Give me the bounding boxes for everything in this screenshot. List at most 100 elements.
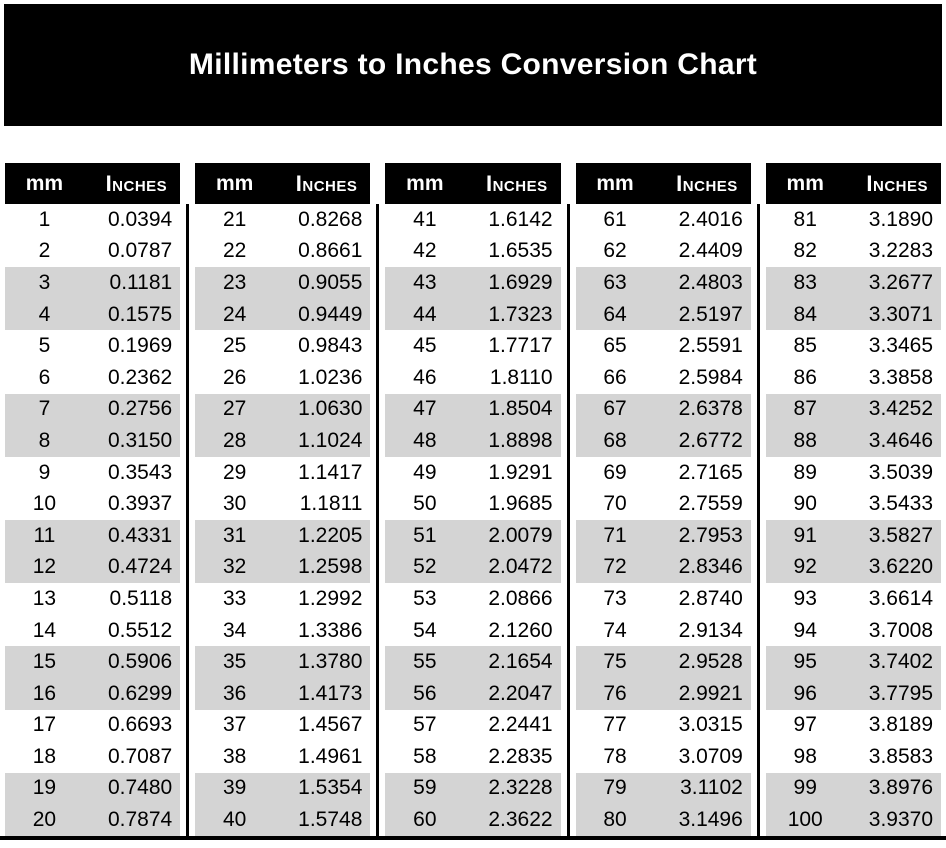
inches-value: 2.7165 xyxy=(678,460,743,484)
inches-value: 2.5197 xyxy=(678,302,743,326)
mm-value: 30 xyxy=(222,492,247,516)
mm-value: 54 xyxy=(413,618,437,642)
mm-value: 89 xyxy=(793,460,817,484)
mm-value: 53 xyxy=(413,586,437,610)
mm-value: 16 xyxy=(32,681,57,705)
inches-header: Inches xyxy=(676,170,738,196)
table-row: 77 3.0315 xyxy=(576,710,751,742)
table-row: 2 0.0787 xyxy=(5,236,180,268)
inches-value: 1.4961 xyxy=(298,744,363,768)
mm-value: 9 xyxy=(38,460,51,484)
mm-value: 10 xyxy=(32,492,57,516)
table-row: 23 0.9055 xyxy=(195,267,371,299)
column-body: 81 3.1890 82 3.2283 83 3.2677 84 3.3071 … xyxy=(765,204,942,836)
mm-value: 66 xyxy=(603,365,627,389)
inches-value: 0.7087 xyxy=(107,744,173,768)
mm-value: 38 xyxy=(222,744,247,768)
table-row: 85 3.3465 xyxy=(766,330,941,362)
inches-value: 0.8268 xyxy=(298,207,363,231)
table-row: 82 3.2283 xyxy=(766,236,941,268)
inches-value: 2.4803 xyxy=(678,270,743,294)
mm-value: 95 xyxy=(793,650,817,674)
table-row: 67 2.6378 xyxy=(575,393,751,426)
inches-value: 0.2362 xyxy=(107,365,173,389)
inches-value: 1.9685 xyxy=(488,492,553,516)
inches-value: 0.7874 xyxy=(107,808,173,832)
mm-value: 67 xyxy=(603,397,627,421)
table-row: 52 2.0472 xyxy=(385,551,561,584)
table-row: 81 3.1890 xyxy=(766,204,941,236)
table-row: 9 0.3543 xyxy=(5,457,180,489)
table-row: 31 1.2205 xyxy=(195,519,371,552)
table-row: 56 2.2047 xyxy=(385,677,561,710)
inches-value: 1.7323 xyxy=(488,302,553,326)
table-row: 59 2.3228 xyxy=(385,772,561,805)
table-row: 19 0.7480 xyxy=(5,772,181,805)
inches-value: 1.5748 xyxy=(298,808,363,832)
table-row: 30 1.1811 xyxy=(195,488,370,520)
mm-value: 69 xyxy=(603,460,627,484)
inches-header: Inches xyxy=(105,170,168,196)
table-row: 65 2.5591 xyxy=(576,330,751,362)
table-row: 18 0.7087 xyxy=(5,741,180,773)
mm-value: 36 xyxy=(222,681,247,705)
inches-value: 2.9134 xyxy=(678,618,743,642)
mm-value: 65 xyxy=(603,334,627,358)
inches-value: 1.2598 xyxy=(298,555,363,579)
mm-value: 93 xyxy=(793,586,817,610)
inches-value: 2.8740 xyxy=(678,586,743,610)
mm-value: 75 xyxy=(603,650,627,674)
table-row: 71 2.7953 xyxy=(575,519,751,552)
table-row: 84 3.3071 xyxy=(765,298,942,331)
inches-value: 2.0472 xyxy=(488,555,553,579)
table-row: 69 2.7165 xyxy=(576,457,751,489)
table-row: 94 3.7008 xyxy=(766,615,941,647)
mm-value: 83 xyxy=(793,270,817,294)
inches-value: 0.0394 xyxy=(107,207,173,231)
inches-value: 3.6220 xyxy=(868,555,933,579)
inches-value: 3.8976 xyxy=(868,776,933,800)
mm-value: 99 xyxy=(793,776,817,800)
mm-value: 29 xyxy=(222,460,247,484)
table-row: 40 1.5748 xyxy=(195,804,371,836)
mm-value: 45 xyxy=(413,334,437,358)
mm-value: 60 xyxy=(413,808,437,832)
mm-value: 77 xyxy=(603,713,627,737)
table-row: 60 2.3622 xyxy=(385,804,561,836)
inches-value: 3.7008 xyxy=(868,618,933,642)
table-row: 28 1.1024 xyxy=(195,425,371,457)
mm-value: 37 xyxy=(222,713,247,737)
table-row: 16 0.6299 xyxy=(5,677,181,710)
inches-value: 3.9370 xyxy=(868,808,933,832)
inches-header: Inches xyxy=(866,170,928,196)
inches-value: 1.8110 xyxy=(489,365,553,389)
mm-value: 98 xyxy=(793,744,817,768)
mm-value: 31 xyxy=(222,523,247,547)
table-row: 98 3.8583 xyxy=(766,741,941,773)
inches-value: 2.4409 xyxy=(678,239,743,263)
table-row: 88 3.4646 xyxy=(765,425,942,457)
table-row: 47 1.8504 xyxy=(385,393,561,426)
table-row: 51 2.0079 xyxy=(385,519,561,552)
mm-value: 44 xyxy=(413,302,437,326)
mm-value: 18 xyxy=(32,744,57,768)
mm-value: 24 xyxy=(222,302,247,326)
mm-value: 14 xyxy=(32,618,57,642)
inches-value: 3.3858 xyxy=(868,365,933,389)
table-row: 93 3.6614 xyxy=(766,583,941,615)
mm-value: 61 xyxy=(603,207,627,231)
mm-value: 47 xyxy=(413,397,437,421)
inches-value: 2.7559 xyxy=(678,492,743,516)
mm-value: 2 xyxy=(38,239,51,263)
inches-value: 2.1654 xyxy=(488,650,553,674)
inches-value: 2.5984 xyxy=(678,365,743,389)
mm-value: 5 xyxy=(38,334,51,358)
inches-value: 2.1260 xyxy=(488,618,553,642)
table-row: 87 3.4252 xyxy=(765,393,942,426)
inches-value: 2.2441 xyxy=(488,713,553,737)
column-body: 21 0.8268 22 0.8661 23 0.9055 24 0.9449 … xyxy=(195,204,371,836)
table-row: 36 1.4173 xyxy=(195,677,371,710)
inches-value: 3.8189 xyxy=(868,713,933,737)
inches-value: 0.3543 xyxy=(107,460,173,484)
inches-header: Inches xyxy=(295,170,358,196)
